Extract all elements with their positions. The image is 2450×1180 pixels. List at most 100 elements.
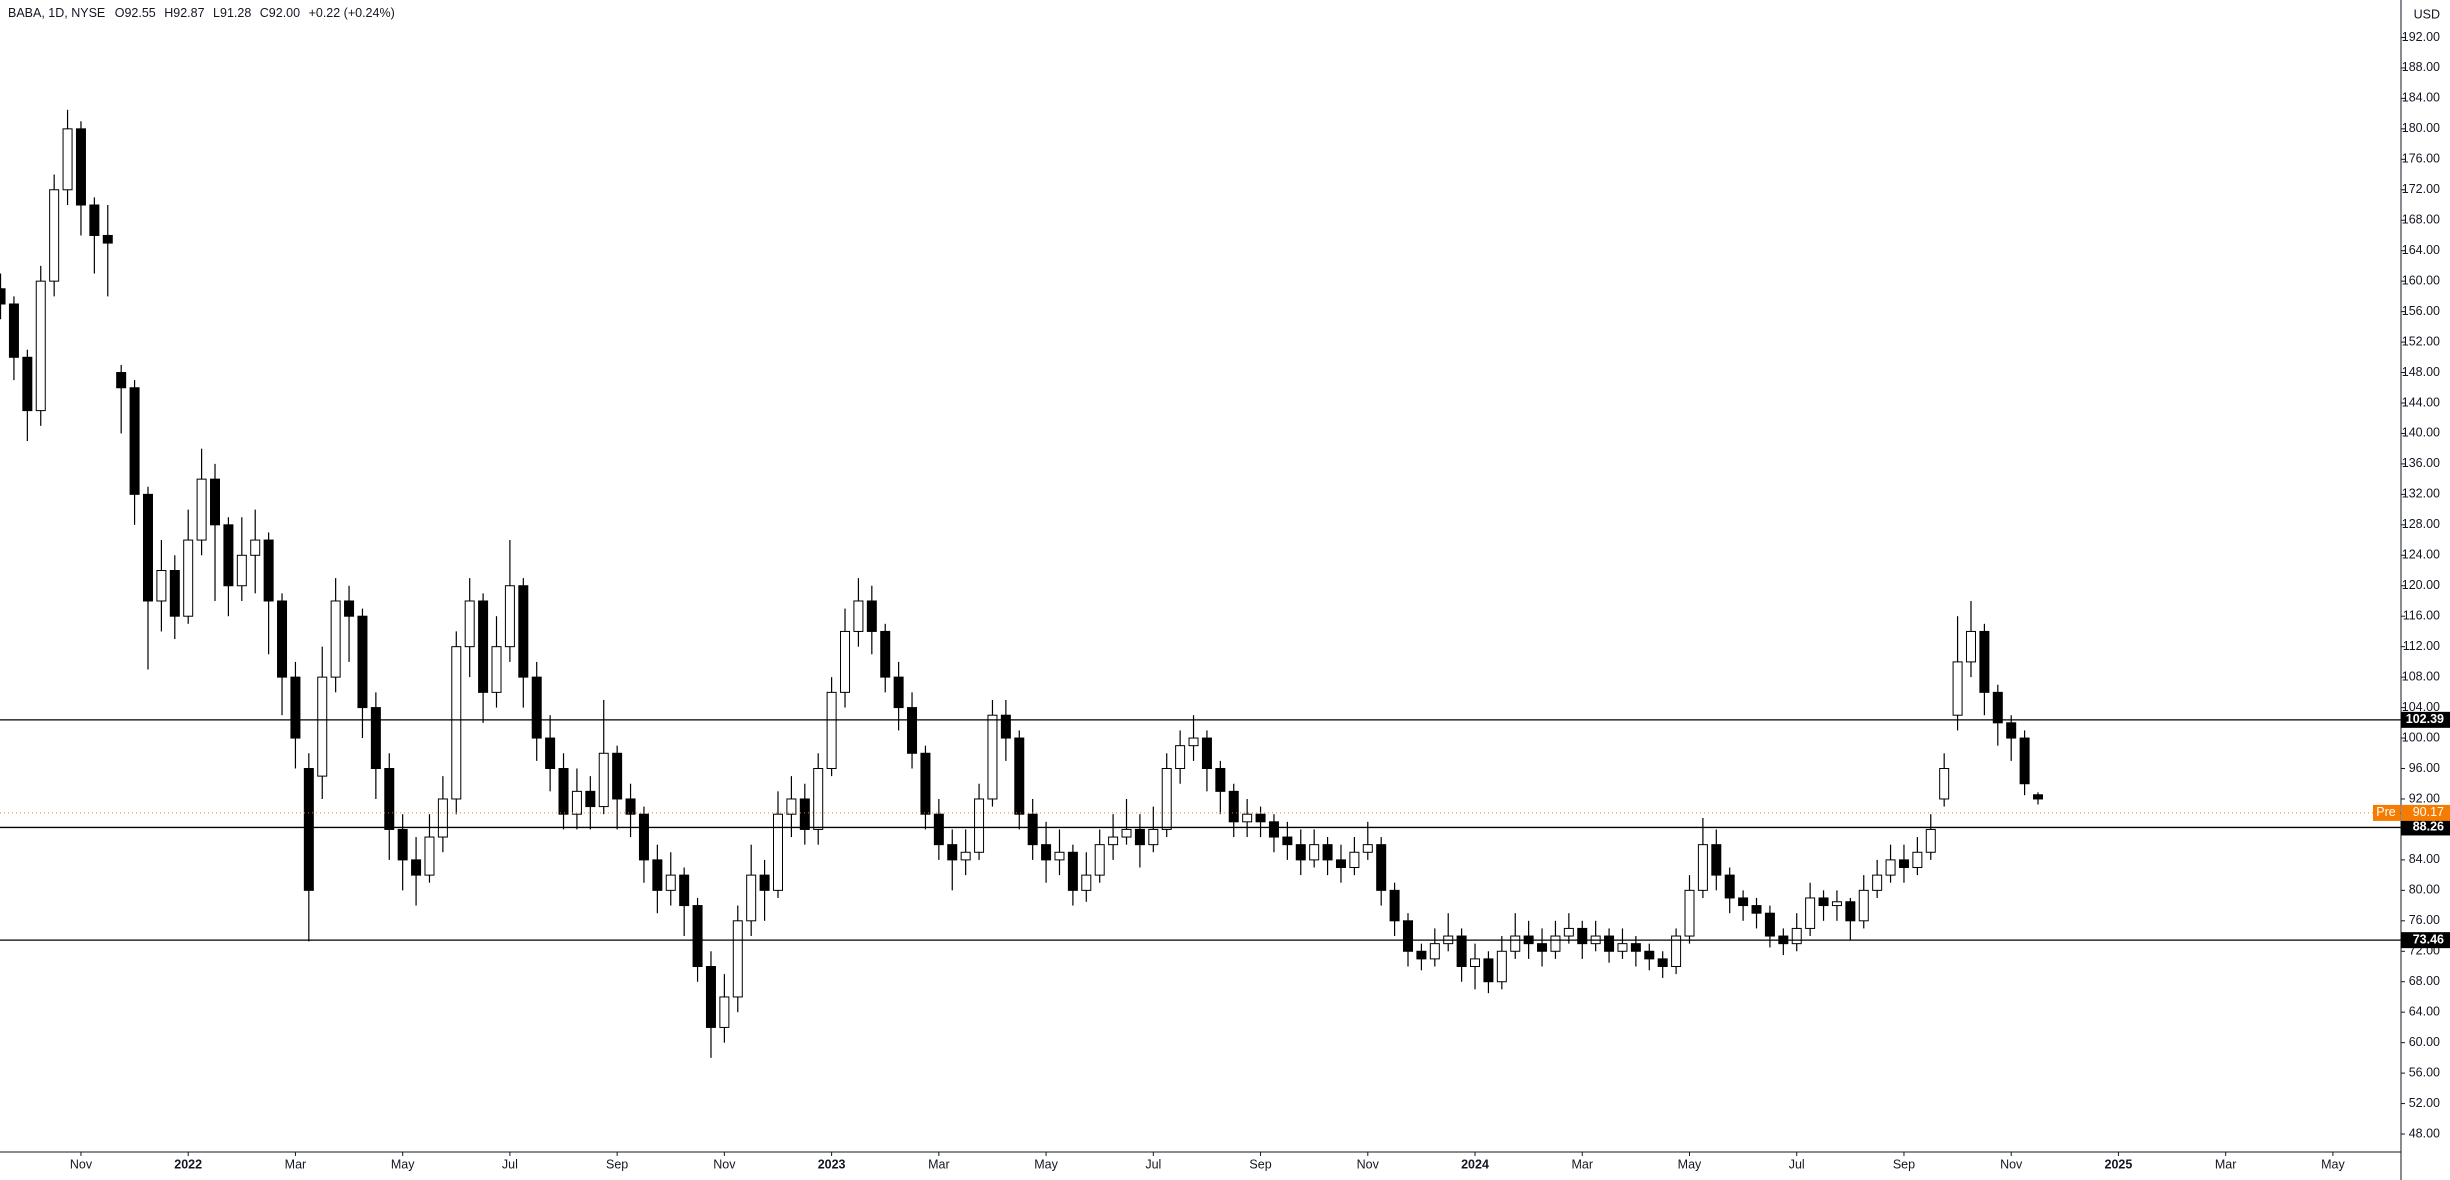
candle-body bbox=[987, 714, 998, 800]
candle-body bbox=[1604, 935, 1615, 952]
candle-body bbox=[1429, 943, 1440, 960]
candle-body bbox=[880, 630, 891, 678]
y-tick-label: 52.00 bbox=[2409, 1096, 2440, 1110]
candle-body bbox=[1081, 874, 1092, 891]
candle-body bbox=[1161, 768, 1172, 830]
candle-body bbox=[1242, 813, 1253, 823]
candle-body bbox=[478, 600, 489, 693]
y-tick-label: 192.00 bbox=[2402, 30, 2440, 44]
x-tick-label: Mar bbox=[2215, 1157, 2237, 1171]
y-tick-label: 132.00 bbox=[2402, 487, 2440, 501]
candle-body bbox=[1925, 828, 1936, 853]
candle-body bbox=[799, 798, 810, 830]
candle-body bbox=[8, 303, 19, 358]
candle-body bbox=[62, 128, 73, 191]
candle-body bbox=[1456, 935, 1467, 967]
candle-body bbox=[196, 478, 207, 541]
candle-body bbox=[397, 828, 408, 861]
candle-body bbox=[1054, 851, 1065, 861]
candle-body bbox=[960, 851, 971, 861]
candle-body bbox=[1939, 768, 1950, 800]
y-tick-label: 136.00 bbox=[2402, 456, 2440, 470]
candle-body bbox=[1282, 836, 1293, 846]
candle-body bbox=[2006, 722, 2017, 739]
candle-body bbox=[1041, 844, 1052, 861]
candle-body bbox=[1630, 943, 1641, 952]
candle-body bbox=[1483, 958, 1494, 983]
candle-body bbox=[22, 356, 33, 412]
y-tick-label: 124.00 bbox=[2402, 548, 2440, 562]
level-label: 102.39 bbox=[2406, 712, 2444, 726]
x-tick-label: Mar bbox=[285, 1157, 307, 1171]
candle-body bbox=[2033, 794, 2044, 800]
candle-body bbox=[947, 844, 958, 861]
candle-body bbox=[1014, 737, 1025, 815]
candle-body bbox=[1898, 859, 1909, 869]
candle-body bbox=[866, 600, 877, 632]
candle-body bbox=[558, 768, 569, 815]
candle-body bbox=[759, 874, 770, 891]
candle-body bbox=[1175, 745, 1186, 770]
candle-body bbox=[1228, 790, 1239, 823]
y-tick-label: 56.00 bbox=[2409, 1065, 2440, 1079]
candle-body bbox=[210, 478, 221, 526]
candle-body bbox=[1094, 844, 1105, 876]
x-tick-label: May bbox=[1678, 1157, 1702, 1171]
candle-body bbox=[1912, 851, 1923, 869]
candle-body bbox=[451, 646, 462, 800]
candle-body bbox=[1121, 828, 1132, 838]
candle-body bbox=[933, 813, 944, 846]
candle-body bbox=[370, 707, 381, 770]
candle-body bbox=[236, 554, 247, 587]
candle-body bbox=[504, 585, 515, 648]
candle-body bbox=[183, 539, 194, 617]
candle-body bbox=[1322, 844, 1333, 861]
candle-body bbox=[840, 630, 851, 693]
symbol: BABA, 1D, NYSE bbox=[8, 6, 105, 20]
y-tick-label: 104.00 bbox=[2402, 700, 2440, 714]
ohlc-close: C92.00 bbox=[260, 6, 300, 20]
candle-body bbox=[102, 234, 113, 244]
candle-body bbox=[142, 493, 153, 602]
candle-body bbox=[1550, 935, 1561, 952]
candle-body bbox=[491, 646, 502, 693]
candle-body bbox=[344, 600, 355, 617]
candle-body bbox=[612, 752, 623, 800]
x-tick-label: Sep bbox=[1249, 1157, 1271, 1171]
candle-body bbox=[598, 752, 609, 808]
axes: 48.0052.0056.0060.0064.0068.0072.0076.00… bbox=[70, 30, 2450, 1171]
candle-body bbox=[920, 752, 931, 815]
candle-body bbox=[705, 965, 716, 1028]
candle-body bbox=[719, 996, 730, 1028]
candle-body bbox=[772, 813, 783, 891]
y-tick-label: 172.00 bbox=[2402, 182, 2440, 196]
candle-body bbox=[893, 676, 904, 709]
y-tick-label: 92.00 bbox=[2409, 791, 2440, 805]
y-tick-label: 144.00 bbox=[2402, 395, 2440, 409]
ohlc-high: H92.87 bbox=[164, 6, 204, 20]
x-tick-label: Nov bbox=[70, 1157, 93, 1171]
candle-body bbox=[384, 768, 395, 830]
x-tick-label: Nov bbox=[713, 1157, 736, 1171]
candle-body bbox=[1215, 768, 1226, 792]
y-tick-label: 60.00 bbox=[2409, 1035, 2440, 1049]
candle-body bbox=[1952, 661, 1963, 716]
candle-body bbox=[1697, 844, 1708, 891]
candle-body bbox=[437, 798, 448, 838]
candle-body bbox=[250, 539, 261, 556]
candle-body bbox=[1376, 844, 1387, 891]
y-tick-label: 116.00 bbox=[2403, 609, 2440, 623]
candle-body bbox=[2019, 737, 2030, 785]
candle-body bbox=[1188, 737, 1199, 747]
y-tick-label: 168.00 bbox=[2402, 213, 2440, 227]
x-tick-label: Nov bbox=[2000, 1157, 2023, 1171]
candle-body bbox=[1992, 691, 2003, 724]
y-tick-label: 156.00 bbox=[2402, 304, 2440, 318]
candle-body bbox=[129, 387, 140, 495]
candle-body bbox=[290, 676, 301, 739]
candle-body bbox=[277, 600, 288, 678]
candle-body bbox=[1496, 950, 1507, 983]
candle-body bbox=[156, 570, 167, 602]
y-tick-label: 84.00 bbox=[2409, 852, 2440, 866]
